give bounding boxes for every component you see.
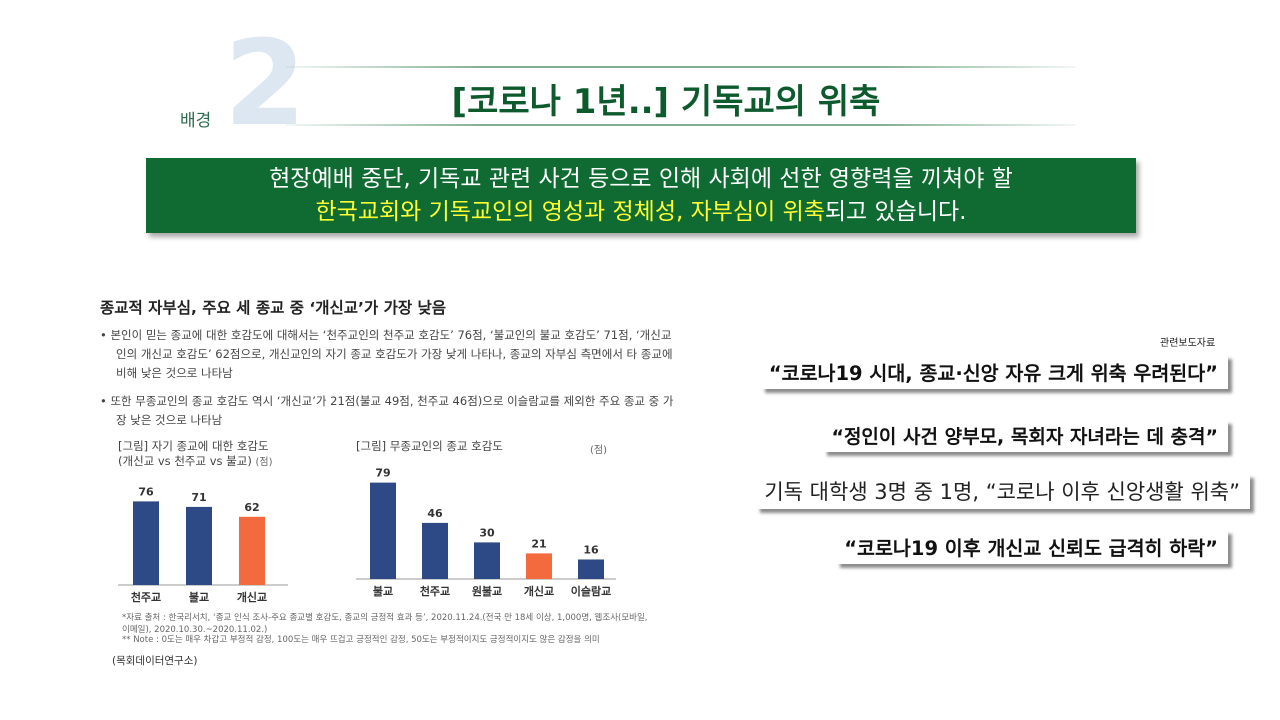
bar-value-label: 76 (138, 485, 154, 498)
news-quote-3[interactable]: 기독 대학생 3명 중 1명, “코로나 이후 신앙생활 위축” (756, 474, 1250, 509)
banner-line-1: 현장예배 중단, 기독교 관련 사건 등으로 인해 사회에 선한 영향력을 끼쳐… (269, 166, 1013, 192)
banner-line-2-rest: 되고 있습니다. (824, 199, 967, 225)
report-bullet-2: • 또한 무종교인의 종교 호감도 역시 ‘개신교’가 21점(불교 49점, … (100, 394, 674, 427)
bar (133, 501, 159, 585)
chart2-unit: (점) (590, 445, 608, 456)
credit: (목회데이터연구소) (112, 655, 198, 667)
category-label: 개신교 (524, 584, 554, 598)
chart-own-religion-favorability: 76 천주교 71 불교 62 개신교 (118, 485, 288, 604)
bar-value-label: 71 (191, 491, 206, 504)
bar-value-label: 30 (479, 526, 495, 539)
chart1-title: [그림] 자기 종교에 대한 호감도 (개신교 vs 천주교 vs 불교) (점… (118, 439, 273, 470)
bar (526, 553, 552, 579)
category-label: 천주교 (420, 584, 450, 598)
summary-banner: 현장예배 중단, 기독교 관련 사건 등으로 인해 사회에 선한 영향력을 끼쳐… (146, 158, 1136, 233)
section-label: 배경 (180, 111, 212, 131)
slide-title: [코로나 1년..] 기독교의 위축 (451, 82, 881, 122)
bar (578, 559, 604, 579)
category-label: 불교 (373, 585, 393, 598)
bar-value-label: 16 (583, 543, 599, 556)
bar-value-label: 46 (427, 507, 443, 520)
bar (422, 522, 448, 579)
category-label: 개신교 (237, 590, 267, 604)
bar (186, 506, 212, 585)
bar (370, 482, 396, 579)
bar (239, 516, 265, 585)
news-quote-4[interactable]: “코로나19 이후 개신교 신뢰도 급격히 하락” (836, 530, 1228, 564)
report-title: 종교적 자부심, 주요 세 종교 중 ‘개신교’가 가장 낮음 (100, 299, 447, 317)
chart-nonreligious-favorability: 79 불교 46 천주교 30 원불교 21 개신교 16 이슬람교 (356, 467, 616, 598)
source-note: *자료 출처 : 한국리서치, ‘종교 인식 조사-주요 종교별 호감도, 종교… (122, 613, 648, 635)
definition-note: ** Note : 0도는 매우 차갑고 부정적 감정, 100도는 매우 뜨겁… (122, 635, 600, 645)
banner-highlight: 한국교회와 기독교인의 영성과 정체성, 자부심이 위축 (315, 199, 825, 225)
bar-value-label: 79 (375, 467, 390, 480)
title-rule-top (286, 66, 1076, 68)
chart1-subtitle: (개신교 vs 천주교 vs 불교) (118, 454, 252, 468)
section-number: 2 (224, 14, 306, 152)
bar (474, 542, 500, 579)
category-label: 천주교 (131, 590, 161, 604)
chart1-title-text: [그림] 자기 종교에 대한 호감도 (118, 439, 269, 453)
category-label: 원불교 (472, 584, 502, 598)
news-label: 관련보도자료 (1160, 338, 1216, 349)
category-label: 이슬람교 (571, 584, 611, 598)
news-quote-1[interactable]: “코로나19 시대, 종교·신앙 자유 크게 위축 우려된다” (760, 355, 1228, 389)
bar-value-label: 21 (531, 537, 546, 550)
chart1-unit: (점) (255, 457, 273, 468)
title-rule-bottom (286, 124, 1076, 126)
report-bullet-1: • 본인이 믿는 종교에 대한 호감도에 대해서는 ‘천주교인의 천주교 호감도… (100, 328, 673, 380)
bar-value-label: 62 (244, 501, 259, 514)
chart2-title: [그림] 무종교인의 종교 호감도 (356, 439, 503, 453)
category-label: 불교 (189, 591, 209, 604)
banner-line-2: 한국교회와 기독교인의 영성과 정체성, 자부심이 위축되고 있습니다. (146, 196, 1136, 229)
news-quote-2[interactable]: “정인이 사건 양부모, 목회자 자녀라는 데 충격” (823, 420, 1228, 452)
